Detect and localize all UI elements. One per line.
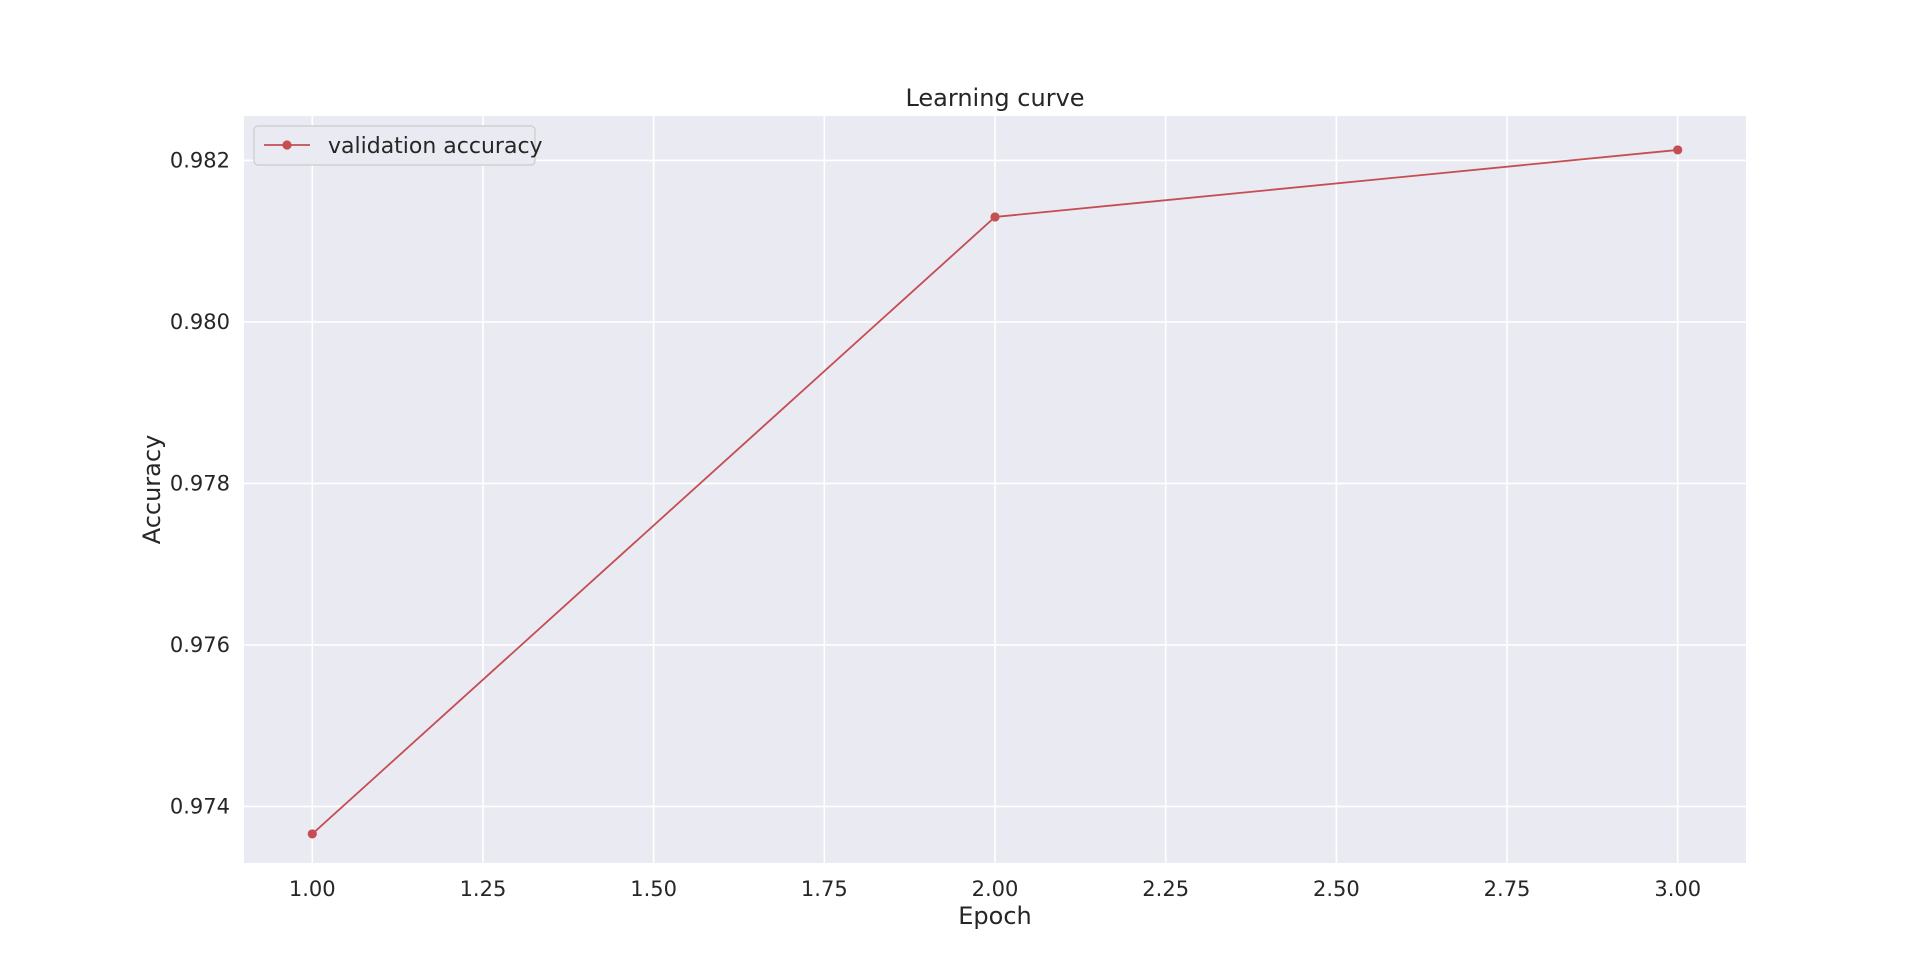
y-tick-label: 0.974 [170,794,230,818]
x-axis-ticks: 1.00 1.25 1.50 1.75 2.00 2.25 2.50 2.75 3.00 [289,877,1701,901]
series-layer [307,145,1683,839]
x-tick-label: 1.50 [630,877,677,901]
x-tick-label: 2.00 [972,877,1019,901]
legend-marker-swatch [282,140,292,150]
legend-box [253,125,536,166]
x-tick-label: 1.25 [460,877,507,901]
legend: validation accuracy [253,125,543,166]
x-tick-label: 1.75 [801,877,848,901]
chart-title: Learning curve [905,84,1084,112]
y-axis-title: Accuracy [138,435,166,545]
y-tick-label: 0.982 [170,148,230,172]
x-axis-title: Epoch [958,902,1032,930]
x-tick-label: 2.50 [1313,877,1360,901]
data-point [990,212,1000,222]
data-point [307,829,317,839]
x-tick-label: 1.00 [289,877,336,901]
x-tick-label: 2.75 [1484,877,1531,901]
x-tick-label: 2.25 [1142,877,1189,901]
y-axis-ticks: 0.974 0.976 0.978 0.980 0.982 [170,148,230,818]
grid-lines [244,116,1746,863]
y-tick-label: 0.978 [170,471,230,495]
y-tick-label: 0.980 [170,310,230,334]
x-tick-label: 3.00 [1654,877,1701,901]
legend-label: validation accuracy [328,134,543,159]
y-tick-label: 0.976 [170,633,230,657]
data-point [1673,145,1683,155]
